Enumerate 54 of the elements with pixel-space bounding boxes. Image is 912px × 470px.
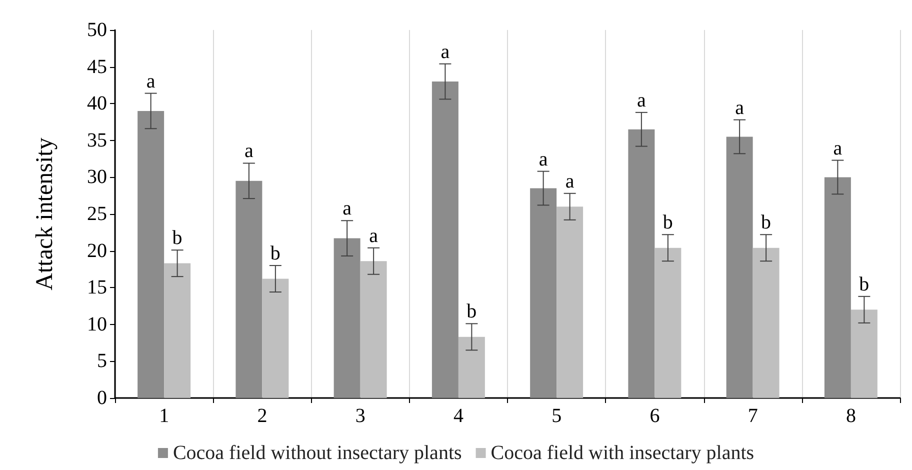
bar: [458, 336, 485, 398]
bar: [164, 263, 191, 398]
y-tick-label: 40: [87, 92, 107, 115]
annotation: a: [146, 70, 156, 92]
annotation: b: [466, 300, 477, 323]
legend-label: Cocoa field with insectary plants: [490, 442, 754, 464]
bar: [824, 177, 851, 398]
x-tick-label: 6: [650, 405, 660, 427]
y-tick-label: 50: [87, 19, 107, 41]
bar: [752, 248, 780, 398]
annotation: a: [244, 140, 254, 162]
annotation: b: [662, 212, 673, 234]
bar: [432, 82, 458, 398]
bar: [138, 110, 164, 398]
x-tick-label: 1: [159, 405, 170, 427]
x-tick-label: 2: [257, 405, 268, 427]
bar: [360, 261, 387, 398]
x-tick-label: 4: [453, 405, 464, 427]
annotation: b: [859, 273, 870, 296]
y-tick-label: 35: [87, 129, 107, 152]
x-tick-label: 7: [748, 405, 758, 427]
annotation: a: [369, 224, 378, 247]
bar: [850, 310, 878, 398]
bar: [334, 238, 360, 398]
y-tick-label: 15: [87, 276, 107, 299]
x-tick-label: 8: [846, 405, 856, 427]
annotation: a: [342, 198, 352, 220]
y-tick-label: 45: [87, 56, 107, 78]
bar: [726, 136, 753, 398]
annotation: a: [833, 137, 842, 160]
x-tick-label: 3: [355, 405, 366, 427]
annotation: b: [761, 212, 772, 234]
y-axis-title: Attack intensity: [32, 138, 58, 290]
annotation: a: [636, 89, 646, 112]
y-tick-label: 20: [87, 240, 107, 262]
annotation: a: [440, 40, 450, 63]
bar: [654, 248, 682, 398]
annotation: a: [538, 148, 548, 170]
x-tick-label: 5: [552, 405, 562, 427]
bar: [556, 206, 584, 398]
annotation: a: [565, 170, 574, 192]
annotation: a: [735, 96, 744, 119]
bar: [262, 278, 289, 398]
y-tick-label: 30: [87, 166, 107, 188]
bar: [236, 180, 262, 398]
y-tick-label: 10: [87, 313, 107, 336]
y-tick-label: 5: [97, 350, 107, 372]
annotation: b: [270, 242, 280, 265]
y-tick-label: 25: [87, 203, 107, 225]
bar: [628, 129, 655, 398]
y-tick-label: 0: [97, 387, 107, 409]
legend-label: Cocoa field without insectary plants: [172, 442, 462, 464]
annotation: b: [172, 227, 182, 250]
bar: [530, 188, 557, 398]
